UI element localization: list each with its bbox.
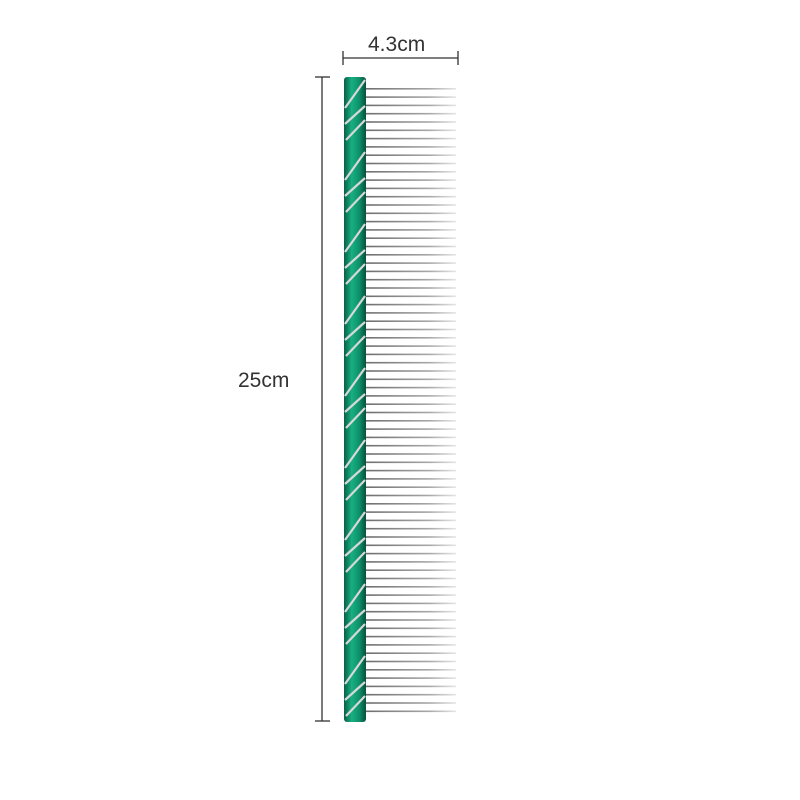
handle-stripe [344, 367, 366, 429]
comb-tooth [366, 254, 456, 256]
comb-tooth [366, 320, 456, 322]
comb-tooth [366, 511, 456, 513]
comb-tooth [366, 204, 456, 206]
comb-tooth [366, 162, 456, 165]
comb-tooth [366, 569, 456, 571]
comb-tooth [366, 312, 456, 314]
comb-tooth [366, 577, 456, 580]
comb-tooth [366, 710, 456, 713]
handle-stripe [344, 223, 366, 285]
comb-tooth [366, 652, 456, 654]
handle-stripe [344, 511, 366, 573]
comb-tooth [366, 685, 456, 688]
comb-tooth [366, 353, 456, 356]
comb-tooth [366, 486, 456, 488]
comb-tooth [366, 212, 456, 215]
comb-tooth [366, 444, 456, 447]
comb-tooth [366, 171, 456, 173]
comb-tooth [366, 220, 456, 223]
handle-stripes [344, 79, 366, 717]
comb-tooth [366, 610, 456, 613]
comb-tooth [366, 328, 456, 331]
comb-tooth [366, 594, 456, 596]
comb-tooth [366, 287, 456, 289]
comb-tooth [366, 461, 456, 464]
comb-tooth [366, 544, 456, 547]
comb-tooth [366, 303, 456, 306]
comb-tooth [366, 88, 456, 90]
comb-tooth [366, 386, 456, 389]
comb-tooth [366, 693, 456, 696]
comb-tooth [366, 602, 456, 605]
handle-stripe [344, 151, 366, 213]
comb-tooth [366, 669, 456, 671]
comb-tooth [366, 519, 456, 522]
handle-stripe [344, 295, 366, 357]
comb-tooth [366, 469, 456, 472]
width-label: 4.3cm [368, 33, 426, 56]
comb-tooth [366, 245, 456, 248]
comb-tooth [366, 619, 456, 621]
comb-tooth [366, 137, 456, 140]
comb-tooth [366, 146, 456, 148]
length-dimension-line [315, 76, 330, 722]
handle-stripe [344, 583, 366, 645]
comb-tooth [366, 494, 456, 497]
comb-tooth [366, 96, 456, 98]
length-label: 25cm [238, 369, 290, 392]
comb-teeth [366, 88, 456, 713]
comb-tooth [366, 428, 456, 430]
comb-tooth [366, 262, 456, 264]
comb-tooth [366, 453, 456, 455]
comb-tooth [366, 561, 456, 563]
comb-tooth [366, 660, 456, 663]
comb-tooth [366, 420, 456, 422]
comb-tooth [366, 195, 456, 198]
comb-tooth [366, 345, 456, 347]
comb-tooth [366, 370, 456, 372]
comb-tooth [366, 278, 456, 281]
comb-tooth [366, 552, 456, 555]
comb-tooth [366, 395, 456, 397]
comb-tooth [366, 104, 456, 107]
comb-tooth [366, 478, 456, 480]
comb-tooth [366, 586, 456, 588]
comb-tooth [366, 378, 456, 381]
comb-tooth [366, 635, 456, 638]
comb-tooth [366, 179, 456, 181]
comb-tooth [366, 403, 456, 405]
comb-handle [344, 77, 366, 722]
comb-tooth [366, 702, 456, 704]
comb-tooth [366, 337, 456, 339]
comb-tooth [366, 411, 456, 414]
comb-tooth [366, 677, 456, 679]
comb-tooth [366, 361, 456, 364]
comb-tooth [366, 154, 456, 156]
comb-tooth [366, 627, 456, 630]
handle-stripe [344, 655, 366, 717]
comb-tooth [366, 237, 456, 239]
comb-tooth [366, 503, 456, 505]
comb-tooth [366, 644, 456, 646]
comb-tooth [366, 187, 456, 190]
comb-tooth [366, 527, 456, 530]
comb-tooth [366, 270, 456, 273]
comb-tooth [366, 436, 456, 439]
comb-tooth [366, 536, 456, 538]
handle-stripe [344, 439, 366, 501]
comb-tooth [366, 229, 456, 231]
comb-tooth [366, 121, 456, 123]
comb-tooth [366, 129, 456, 132]
comb-tooth [366, 295, 456, 298]
handle-stripe [344, 79, 366, 141]
comb-tooth [366, 112, 456, 115]
width-dimension-line [342, 51, 459, 65]
